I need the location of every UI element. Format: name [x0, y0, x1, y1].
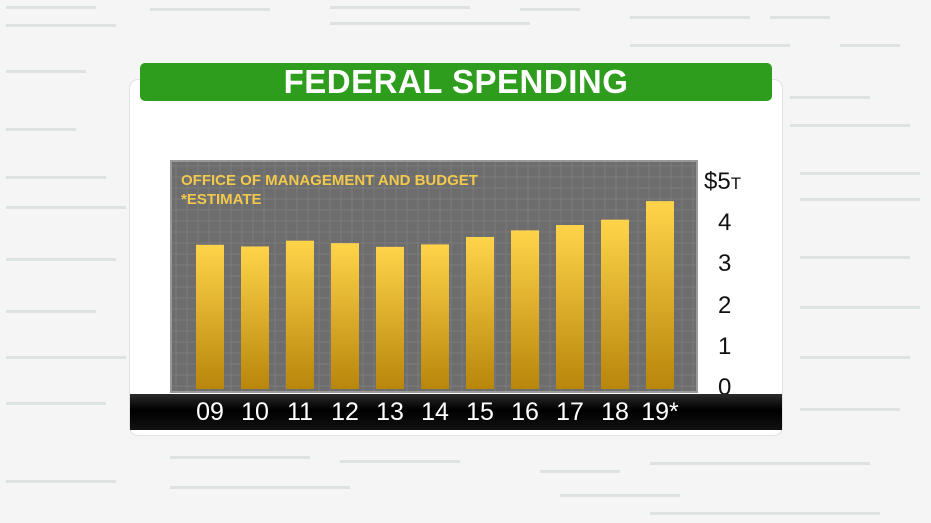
x-tick-label: 19*	[641, 398, 679, 426]
y-axis: 0 1 2 3 4 $5T	[704, 158, 764, 401]
x-axis-band	[130, 394, 782, 430]
bar-13	[376, 246, 404, 389]
bar-14	[421, 244, 449, 389]
y-tick-label: $5T	[704, 168, 741, 196]
y-tick-label: 2	[718, 292, 731, 320]
y-unit-label: T	[730, 174, 742, 193]
y-tick-value: 2	[718, 291, 732, 319]
bar-12	[331, 243, 359, 389]
x-tick-label: 18	[601, 398, 629, 426]
bar-18	[601, 219, 629, 389]
y-tick-value: 3	[718, 250, 732, 278]
x-tick-label: 11	[287, 398, 313, 426]
x-tick-label: 10	[241, 398, 269, 426]
x-tick-label: 15	[466, 398, 494, 426]
x-tick-label: 12	[331, 398, 359, 426]
y-tick-label: 4	[718, 209, 731, 237]
y-tick-value: 1	[718, 332, 732, 360]
chart-title: FEDERAL SPENDING	[283, 63, 629, 100]
bar-chart-svg	[172, 162, 696, 391]
bar-16	[511, 230, 539, 389]
y-tick-label: 1	[718, 333, 731, 361]
x-tick-label: 17	[556, 398, 584, 426]
source-note: OFFICE OF MANAGEMENT AND BUDGET *ESTIMAT…	[181, 171, 478, 209]
y-tick-value: $5	[704, 168, 731, 195]
bar-17	[556, 225, 584, 389]
x-tick-label: 16	[511, 398, 539, 426]
x-tick-label: 13	[376, 398, 404, 426]
bar-09	[196, 244, 224, 389]
source-line-1: OFFICE OF MANAGEMENT AND BUDGET	[181, 172, 478, 189]
bar-15	[466, 236, 494, 389]
plot-area	[170, 160, 698, 393]
y-tick-label: 3	[718, 250, 731, 278]
bar-10	[241, 246, 269, 389]
y-tick-value: 4	[718, 209, 732, 237]
title-banner: FEDERAL SPENDING	[140, 63, 772, 101]
source-line-2: *ESTIMATE	[181, 191, 262, 208]
bar-series	[196, 201, 674, 389]
x-tick-label: 09	[196, 398, 224, 426]
bar-19*	[646, 201, 674, 389]
bar-11	[286, 240, 314, 389]
x-tick-label: 14	[421, 398, 449, 426]
